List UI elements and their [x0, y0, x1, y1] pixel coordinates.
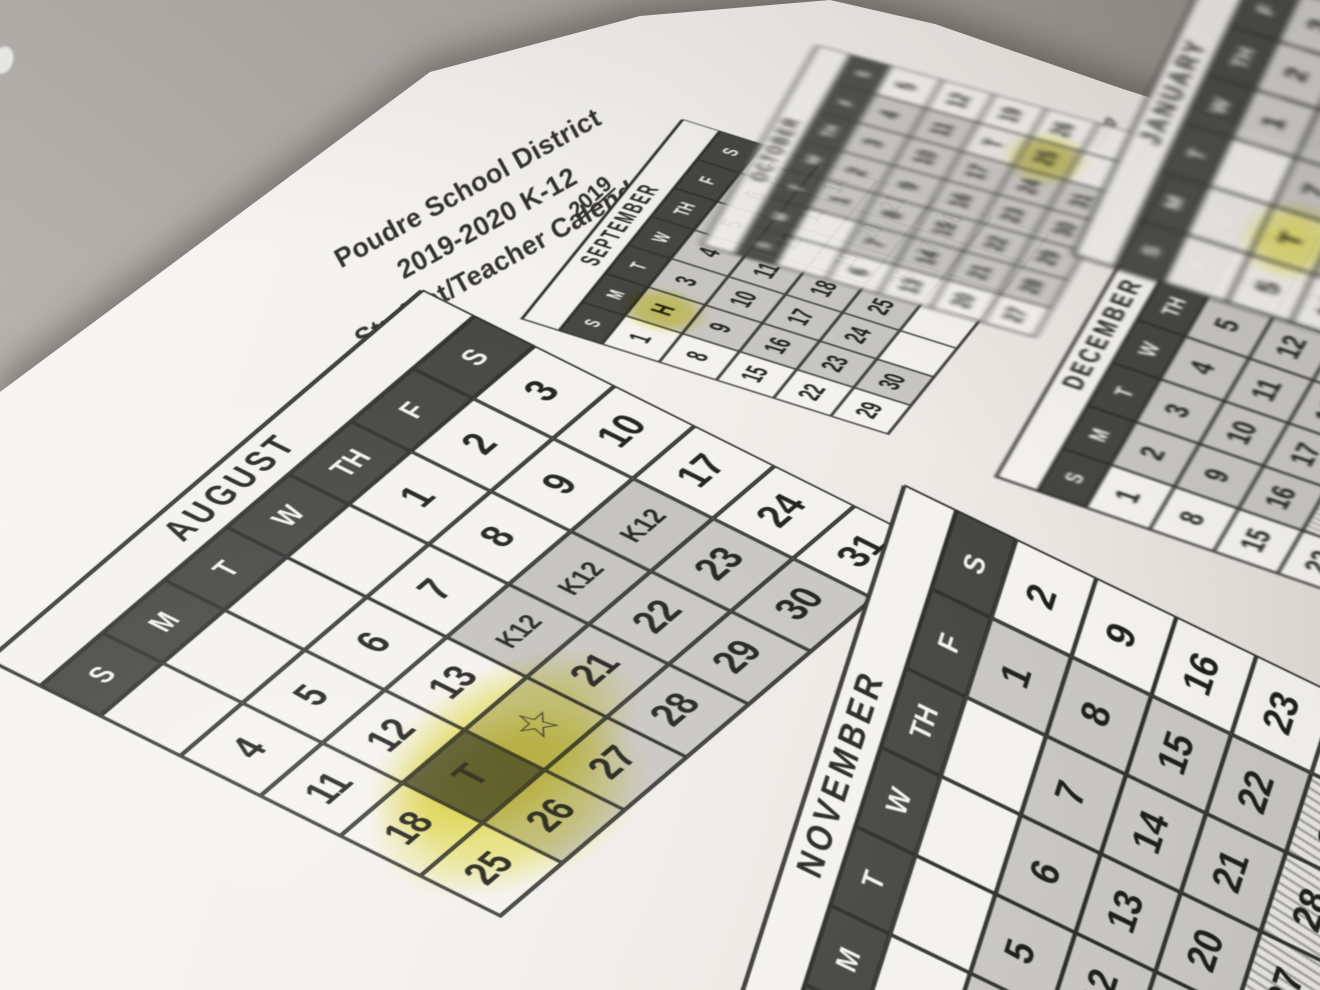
- calendar-content: Poudre School District 2019-2020 K-12 St…: [0, 0, 1320, 990]
- photo-scene: Poudre School District 2019-2020 K-12 St…: [0, 0, 1320, 990]
